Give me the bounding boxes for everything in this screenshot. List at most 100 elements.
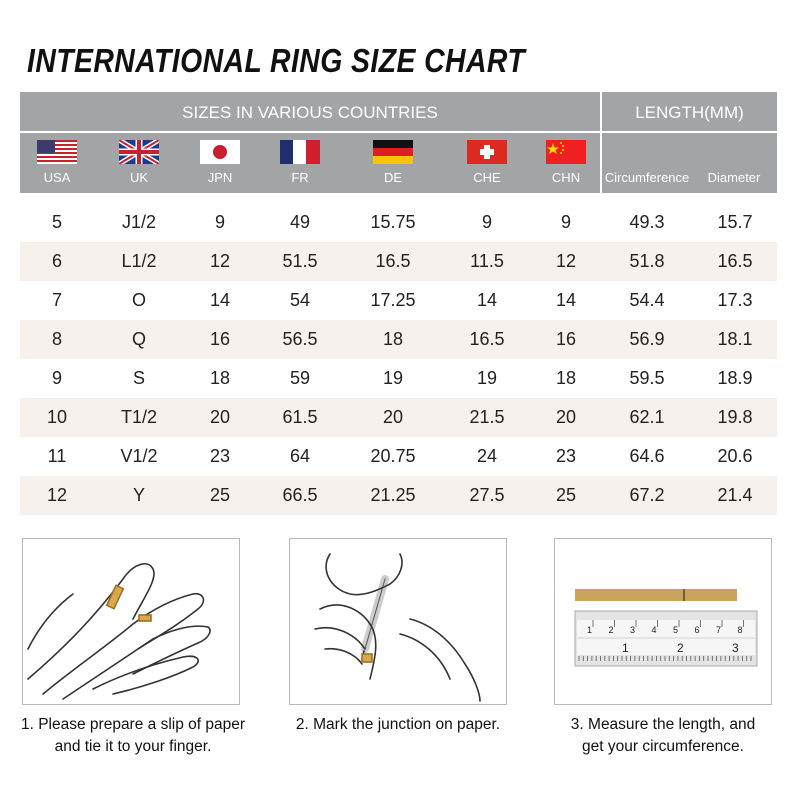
table-cell: 25 bbox=[555, 485, 577, 505]
table-cell: 9 bbox=[481, 212, 493, 232]
step-1-illustration bbox=[22, 538, 240, 705]
table-cell: S bbox=[132, 368, 146, 388]
table-row: 8 Q 16 56.5 18 16.5 16 56.9 18.1 bbox=[20, 320, 777, 359]
table-cell: 12 bbox=[46, 485, 68, 505]
ruler-cm-label: 7 bbox=[716, 625, 721, 635]
caption-line: 1. Please prepare a slip of paper bbox=[20, 716, 246, 733]
circumference-label: Circumference bbox=[604, 170, 690, 185]
table-row: 7 O 14 54 17.25 14 14 54.4 17.3 bbox=[20, 281, 777, 320]
table-cell: 56.9 bbox=[629, 329, 665, 349]
table-cell: 19 bbox=[476, 368, 498, 388]
germany-flag-icon bbox=[373, 140, 413, 164]
table-cell: 20.75 bbox=[370, 446, 416, 466]
ruler-cm-label: 1 bbox=[587, 625, 592, 635]
length-header: LENGTH(MM) bbox=[635, 103, 744, 122]
table-cell: 17.3 bbox=[717, 290, 753, 310]
table-cell: 64 bbox=[289, 446, 311, 466]
country-label: DE bbox=[383, 170, 403, 185]
table-cell: 20.6 bbox=[717, 446, 753, 466]
country-label: CHE bbox=[473, 170, 501, 185]
ruler-cm-label: 3 bbox=[630, 625, 635, 635]
step-3-caption: 3. Measure the length, and get your circ… bbox=[518, 714, 800, 758]
ruler-inch-label: 2 bbox=[677, 641, 684, 655]
ruler-cm-label: 5 bbox=[673, 625, 678, 635]
table-cell: V1/2 bbox=[120, 446, 158, 466]
table-cell: 16 bbox=[209, 329, 231, 349]
country-label: CHN bbox=[551, 170, 581, 185]
table-cell: 23 bbox=[209, 446, 231, 466]
table-cell: 67.2 bbox=[629, 485, 665, 505]
country-label: USA bbox=[43, 170, 71, 185]
table-cell: 18 bbox=[382, 329, 404, 349]
caption-line: and tie it to your finger. bbox=[54, 738, 212, 755]
step-2-caption: 2. Mark the junction on paper. bbox=[253, 714, 543, 736]
table-cell: Y bbox=[132, 485, 146, 505]
table-cell: 56.5 bbox=[282, 329, 318, 349]
ruler-cm-label: 8 bbox=[738, 625, 743, 635]
ruler-measure-icon: 1 2 3 4 5 6 7 81 2 3 bbox=[574, 589, 758, 667]
table-cell: 23 bbox=[555, 446, 577, 466]
table-cell: 21.5 bbox=[469, 407, 505, 427]
table-cell: 18.9 bbox=[717, 368, 753, 388]
table-row: 12 Y 25 66.5 21.25 27.5 25 67.2 21.4 bbox=[20, 476, 777, 515]
table-cell: 14 bbox=[209, 290, 231, 310]
table-cell: 20 bbox=[209, 407, 231, 427]
table-cell: 9 bbox=[51, 368, 63, 388]
table-header: SIZES IN VARIOUS COUNTRIES LENGTH(MM) bbox=[20, 92, 777, 193]
table-cell: 7 bbox=[51, 290, 63, 310]
japan-flag-icon bbox=[200, 140, 240, 164]
table-cell: 18.1 bbox=[717, 329, 753, 349]
table-cell: 64.6 bbox=[629, 446, 665, 466]
step-2-illustration bbox=[289, 538, 507, 705]
country-label: FR bbox=[291, 170, 309, 185]
table-cell: O bbox=[131, 290, 147, 310]
table-cell: 17.25 bbox=[370, 290, 416, 310]
ruler-inch-label: 1 bbox=[622, 641, 629, 655]
table-cell: 11.5 bbox=[470, 251, 504, 271]
switzerland-flag-icon bbox=[467, 140, 507, 164]
china-flag-icon bbox=[546, 140, 586, 164]
ruler-cm-label: 4 bbox=[652, 625, 657, 635]
table-cell: 5 bbox=[51, 212, 63, 232]
sizes-header: SIZES IN VARIOUS COUNTRIES bbox=[182, 103, 438, 122]
table-cell: 54 bbox=[289, 290, 311, 310]
table-cell: 49 bbox=[289, 212, 311, 232]
table-cell: T1/2 bbox=[120, 407, 158, 427]
table-cell: 11 bbox=[47, 446, 67, 466]
table-cell: 19.8 bbox=[717, 407, 753, 427]
marking-pen-icon bbox=[314, 553, 481, 702]
table-cell: 18 bbox=[209, 368, 231, 388]
table-cell: 51.8 bbox=[629, 251, 665, 271]
table-cell: 20 bbox=[555, 407, 577, 427]
table-row: 9 S 18 59 19 19 18 59.5 18.9 bbox=[20, 359, 777, 398]
table-cell: 27.5 bbox=[469, 485, 505, 505]
table-cell: 51.5 bbox=[282, 251, 318, 271]
table-cell: 66.5 bbox=[282, 485, 318, 505]
table-cell: 19 bbox=[382, 368, 404, 388]
table-cell: 10 bbox=[46, 407, 68, 427]
table-cell: 16 bbox=[555, 329, 577, 349]
table-cell: 9 bbox=[214, 212, 226, 232]
table-cell: 9 bbox=[560, 212, 572, 232]
table-cell: Q bbox=[131, 329, 147, 349]
ruler-cm-label: 2 bbox=[609, 625, 614, 635]
country-label: UK bbox=[129, 170, 149, 185]
page-title: INTERNATIONAL RING SIZE CHART bbox=[27, 42, 526, 79]
finger-with-paper-icon bbox=[27, 563, 211, 700]
table-cell: 14 bbox=[555, 290, 577, 310]
caption-line: 3. Measure the length, and bbox=[570, 716, 756, 733]
table-cell: 62.1 bbox=[629, 407, 665, 427]
ruler-inch-label: 3 bbox=[732, 641, 739, 655]
ruler-cm-label: 6 bbox=[695, 625, 700, 635]
diameter-label: Diameter bbox=[707, 170, 761, 185]
caption-line: 2. Mark the junction on paper. bbox=[295, 716, 501, 733]
uk-flag-icon bbox=[119, 140, 159, 164]
table-cell: 21.4 bbox=[717, 485, 753, 505]
table-cell: 6 bbox=[51, 251, 63, 271]
table-row: 10 T1/2 20 61.5 20 21.5 20 62.1 19.8 bbox=[20, 398, 777, 437]
table-cell: 25 bbox=[209, 485, 231, 505]
table-cell: 20 bbox=[382, 407, 404, 427]
table-cell: 21.25 bbox=[370, 485, 416, 505]
table-cell: 61.5 bbox=[282, 407, 318, 427]
